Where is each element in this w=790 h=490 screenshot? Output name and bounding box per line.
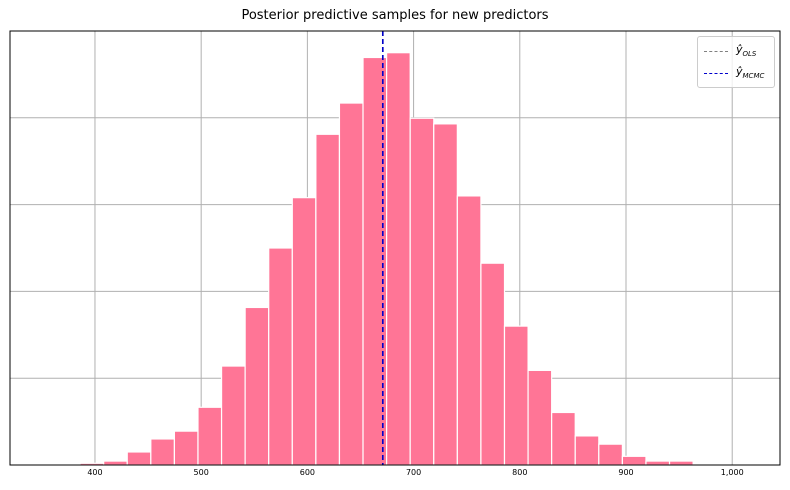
histogram-bar [315,133,341,466]
x-tick-label: 900 [618,468,633,477]
bars-layer [79,52,694,466]
histogram-bar [291,197,317,466]
legend: ŷOLS ŷMCMC [697,36,775,88]
x-tick-label: 1,000 [721,468,744,477]
legend-ols-label: ŷOLS [736,43,756,58]
legend-ols-symbol: ŷ [736,43,743,57]
legend-mcmc-symbol: ŷ [736,65,743,79]
histogram-bar [173,430,199,466]
legend-ols-subscript: OLS [742,50,757,59]
axes-frame [9,30,781,466]
x-tick-label: 700 [406,468,421,477]
histogram-bar [668,460,694,466]
histogram-bar [338,102,364,466]
x-tick-label: 600 [300,468,315,477]
histogram-bar [197,406,223,466]
x-tick-label: 500 [194,468,209,477]
histogram-bar [220,365,246,466]
x-tick-label: 800 [512,468,527,477]
x-axis-ticks: 400 500 600 700 800 900 1,000 [87,468,743,477]
histogram-bar [268,247,293,466]
histogram-bar [503,325,529,466]
histogram-bar [574,435,600,466]
histogram-bar [645,460,671,466]
histogram-bar [386,52,411,466]
legend-ols-line-swatch [704,50,728,52]
histogram-bar [103,460,128,466]
legend-mcmc-line-swatch [704,72,728,74]
histogram-bar [480,262,506,466]
legend-mcmc-subscript: MCMC [742,72,765,81]
histogram-bar [409,117,435,466]
legend-item-ols: ŷOLS [704,43,756,59]
histogram-bar [527,369,553,466]
x-tick-label: 400 [87,468,102,477]
histogram-bar [126,451,152,466]
legend-mcmc-label: ŷMCMC [736,65,764,80]
histogram-bar [150,438,176,466]
legend-item-mcmc: ŷMCMC [704,65,764,81]
histogram-bar [456,195,482,466]
histogram-bar [551,411,576,466]
histogram-bar [433,123,458,466]
histogram-bar [244,306,270,466]
chart-title: Posterior predictive samples for new pre… [241,8,549,23]
histogram-bar [598,443,623,466]
histogram-bar [621,455,647,466]
